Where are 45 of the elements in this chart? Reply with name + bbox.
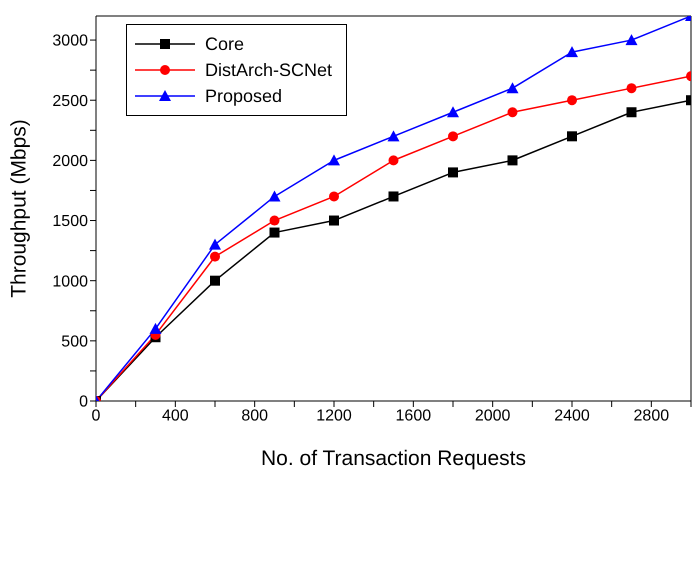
point bbox=[329, 191, 339, 202]
x-axis-title: No. of Transaction Requests bbox=[261, 447, 526, 470]
point bbox=[508, 155, 518, 166]
y-axis-title: Throughput (Mbps) bbox=[7, 119, 30, 298]
y-tick-label: 1500 bbox=[52, 213, 88, 230]
point bbox=[329, 216, 339, 226]
point bbox=[210, 252, 220, 262]
point bbox=[328, 154, 340, 166]
point bbox=[270, 216, 280, 226]
point bbox=[268, 190, 280, 202]
point bbox=[388, 155, 398, 166]
legend-label: Core bbox=[205, 34, 244, 54]
point bbox=[567, 131, 577, 142]
point bbox=[448, 131, 458, 142]
point bbox=[270, 228, 280, 238]
point bbox=[210, 276, 220, 286]
point bbox=[626, 83, 636, 94]
point bbox=[209, 238, 221, 250]
y-tick-label: 3000 bbox=[52, 32, 88, 50]
y-tick-label: 0 bbox=[79, 394, 88, 411]
point bbox=[506, 82, 518, 94]
legend-label: Proposed bbox=[205, 86, 282, 106]
x-tick-label: 2000 bbox=[474, 407, 511, 424]
point bbox=[626, 34, 638, 46]
point bbox=[626, 107, 636, 118]
point bbox=[567, 95, 577, 106]
point bbox=[150, 322, 162, 334]
y-tick-label: 1000 bbox=[52, 273, 88, 290]
x-tick-label: 2800 bbox=[634, 407, 670, 424]
point bbox=[388, 130, 400, 142]
x-tick-label: 1600 bbox=[396, 407, 432, 424]
y-tick-label: 500 bbox=[61, 334, 88, 351]
legend-label: DistArch-SCNet bbox=[205, 60, 332, 80]
x-tick-label: 400 bbox=[162, 407, 189, 424]
y-tick-label: 2000 bbox=[52, 153, 88, 170]
x-tick-label: 1200 bbox=[316, 407, 352, 424]
y-tick-label: 2500 bbox=[52, 92, 88, 110]
point bbox=[448, 167, 458, 178]
point bbox=[508, 107, 518, 118]
point bbox=[447, 106, 459, 118]
point bbox=[566, 46, 578, 58]
x-tick-label: 800 bbox=[241, 407, 268, 424]
x-tick-label: 0 bbox=[92, 407, 101, 424]
point bbox=[388, 191, 398, 202]
x-tick-label: 2400 bbox=[554, 407, 590, 424]
